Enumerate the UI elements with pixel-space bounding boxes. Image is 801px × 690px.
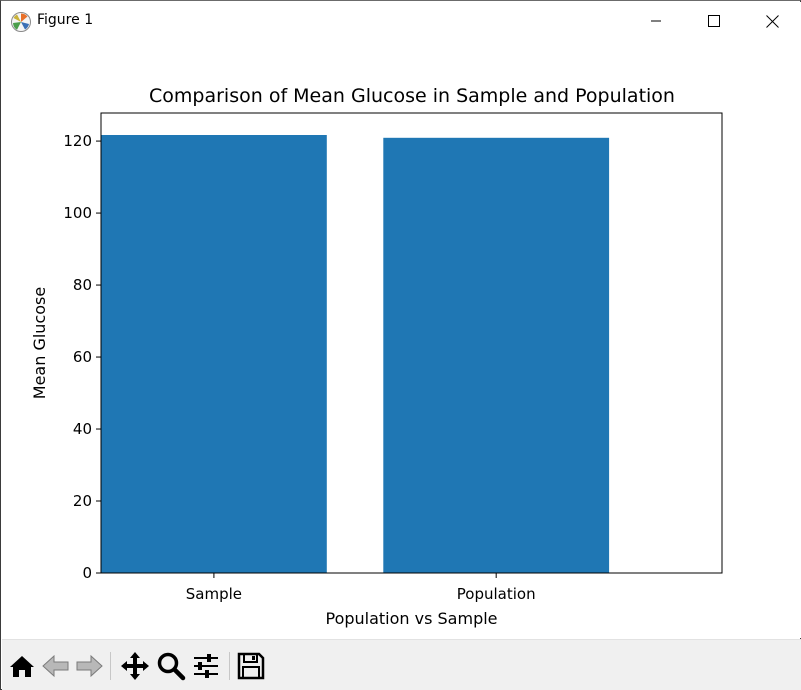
maximize-button[interactable]: [685, 2, 743, 40]
matplotlib-logo-icon: [11, 12, 31, 32]
x-tick-label: Sample: [186, 585, 242, 603]
toolbar-separator: [229, 652, 230, 680]
zoom-magnifier-icon: [157, 652, 186, 681]
y-tick-label: 80: [73, 276, 92, 294]
close-button[interactable]: [743, 2, 801, 40]
minimize-button[interactable]: [627, 2, 685, 40]
y-tick-label: 60: [73, 348, 92, 366]
close-icon: [765, 14, 779, 28]
y-tick-label: 20: [73, 492, 92, 510]
window-title: Figure 1: [37, 12, 94, 28]
figure-canvas[interactable]: Comparison of Mean Glucose in Sample and…: [2, 40, 801, 638]
forward-button[interactable]: [73, 650, 105, 682]
forward-arrow-icon: [76, 654, 103, 678]
x-tick-label: Population: [457, 585, 536, 603]
save-disk-icon: [237, 652, 265, 680]
back-arrow-icon: [42, 654, 69, 678]
navigation-toolbar: [2, 639, 801, 690]
home-icon: [10, 656, 34, 677]
y-tick-label: 0: [82, 564, 92, 582]
y-tick-label: 100: [63, 204, 92, 222]
configure-subplots-icon: [194, 654, 218, 678]
save-button[interactable]: [235, 650, 267, 682]
home-button[interactable]: [6, 650, 38, 682]
y-axis-label: Mean Glucose: [30, 287, 49, 399]
y-tick-label: 120: [63, 132, 92, 150]
minimize-icon: [651, 20, 661, 22]
y-tick-label: 40: [73, 420, 92, 438]
title-bar[interactable]: Figure 1: [2, 2, 801, 40]
toolbar-separator: [110, 652, 111, 680]
x-axis-label: Population vs Sample: [325, 609, 497, 628]
pan-move-icon: [121, 652, 149, 680]
bar-population: [383, 137, 610, 574]
bar-sample: [101, 135, 327, 573]
maximize-icon: [708, 15, 720, 27]
configure-subplots-button[interactable]: [190, 650, 222, 682]
plot-area-frame: [100, 112, 723, 574]
chart-title: Comparison of Mean Glucose in Sample and…: [149, 85, 675, 107]
zoom-button[interactable]: [155, 650, 187, 682]
pan-button[interactable]: [119, 650, 151, 682]
bar-chart: Comparison of Mean Glucose in Sample and…: [30, 85, 723, 628]
back-button[interactable]: [40, 650, 72, 682]
